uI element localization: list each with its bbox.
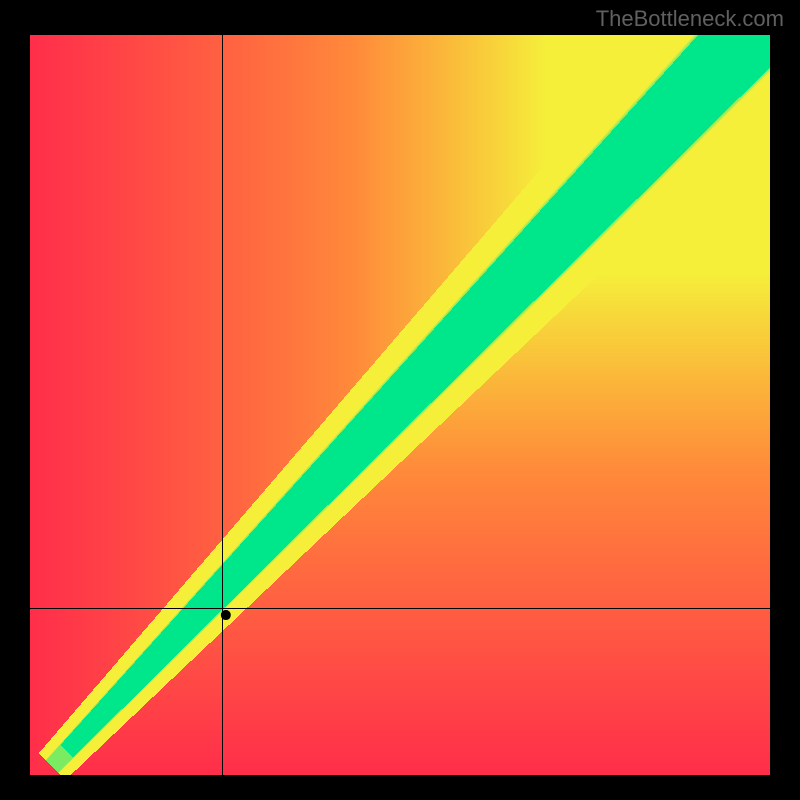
heatmap-plot xyxy=(30,35,770,775)
chart-container: TheBottleneck.com xyxy=(0,0,800,800)
watermark-text: TheBottleneck.com xyxy=(596,6,784,32)
heatmap-canvas xyxy=(30,35,770,775)
